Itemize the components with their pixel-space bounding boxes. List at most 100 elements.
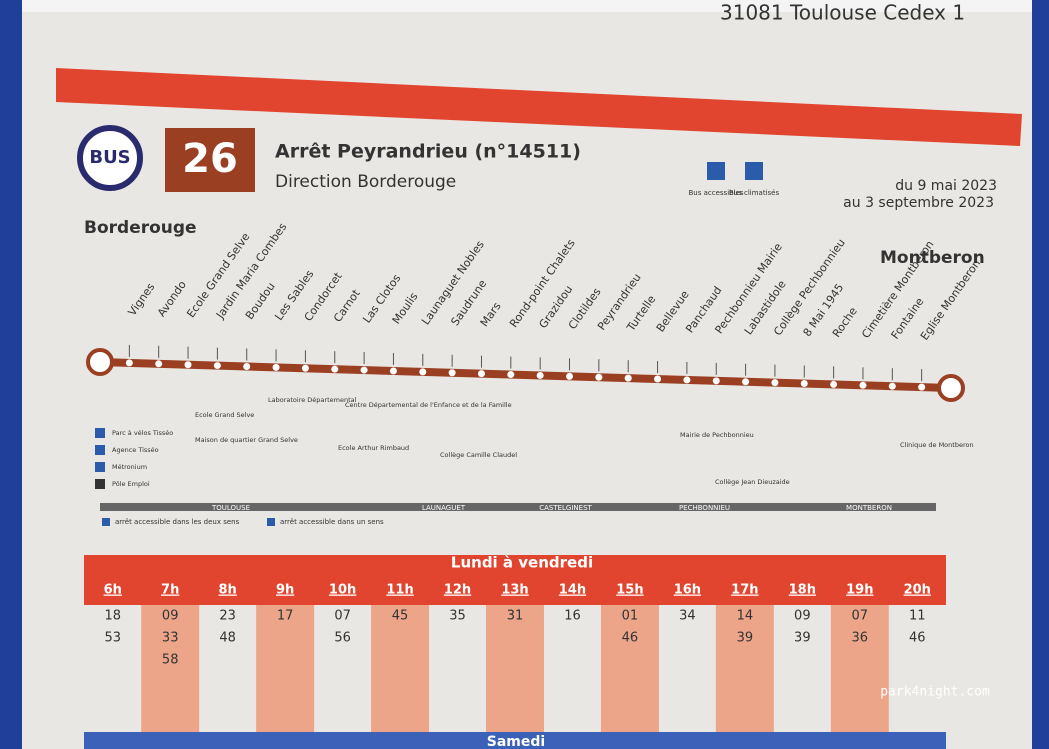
service-icon bbox=[95, 479, 105, 489]
minute: 11 bbox=[909, 609, 926, 624]
legend-label: arrêt accessible dans un sens bbox=[280, 518, 384, 526]
hour: 18h bbox=[789, 583, 816, 598]
stop-dot bbox=[184, 361, 192, 369]
hour: 10h bbox=[329, 583, 356, 598]
hour: 14h bbox=[559, 583, 586, 598]
stop-dot bbox=[566, 372, 574, 380]
hour: 7h bbox=[161, 583, 179, 598]
minute: 16 bbox=[564, 609, 581, 624]
stop-name: Arrêt Peyrandrieu (n°14511) bbox=[275, 141, 581, 163]
timetable-title: Lundi à vendredi bbox=[451, 554, 593, 572]
service-label: Métronium bbox=[112, 463, 147, 471]
minute: 17 bbox=[277, 609, 294, 624]
validity: du 9 mai 2023 bbox=[895, 178, 997, 194]
column-shade bbox=[371, 605, 430, 732]
timetable-header bbox=[84, 555, 946, 605]
minute: 58 bbox=[162, 653, 179, 668]
stop-dot bbox=[536, 371, 544, 379]
column-shade bbox=[600, 605, 659, 732]
zone-label: LAUNAGUET bbox=[422, 504, 466, 512]
minute: 56 bbox=[334, 631, 351, 646]
stop-dot bbox=[331, 365, 339, 373]
stop-dot bbox=[125, 359, 133, 367]
minute: 39 bbox=[794, 631, 811, 646]
icon-label: Bus accessibles bbox=[689, 189, 744, 197]
top-strip bbox=[22, 0, 1032, 12]
stop-dot bbox=[859, 381, 867, 389]
minute: 35 bbox=[449, 609, 466, 624]
stop-dot bbox=[155, 360, 163, 368]
place-label: Centre Départemental de l'Enfance et de … bbox=[345, 401, 512, 409]
service-icon bbox=[95, 428, 105, 438]
minute: 23 bbox=[219, 609, 236, 624]
zone-label: MONTBERON bbox=[846, 504, 892, 512]
minute: 33 bbox=[162, 631, 179, 646]
service-label: Parc à vélos Tisséo bbox=[112, 429, 173, 437]
address: 31081 Toulouse Cedex 1 bbox=[720, 1, 965, 25]
icon-label: Bus climatisés bbox=[729, 189, 780, 197]
validity: au 3 septembre 2023 bbox=[843, 195, 994, 211]
stop-dot bbox=[301, 364, 309, 372]
stop-dot bbox=[272, 363, 280, 371]
minute: 46 bbox=[622, 631, 639, 646]
route-line bbox=[99, 358, 951, 392]
column-shade bbox=[486, 605, 544, 732]
minute: 36 bbox=[852, 631, 869, 646]
red-band bbox=[56, 68, 1022, 146]
minute: 39 bbox=[737, 631, 754, 646]
stop-dot bbox=[477, 370, 485, 378]
minute: 46 bbox=[909, 631, 926, 646]
zone-label: TOULOUSE bbox=[211, 504, 250, 512]
service-icon bbox=[95, 462, 105, 472]
minute: 14 bbox=[737, 609, 754, 624]
hour: 16h bbox=[674, 583, 701, 598]
minute: 45 bbox=[392, 609, 409, 624]
hour: 19h bbox=[846, 583, 873, 598]
stop-dot bbox=[742, 378, 750, 386]
legend-icon bbox=[267, 518, 275, 526]
terminus-dot bbox=[86, 348, 114, 376]
stop-dot bbox=[360, 366, 368, 374]
stop-dot bbox=[771, 379, 779, 387]
stop-dot bbox=[830, 380, 838, 388]
place-label: Clinique de Montberon bbox=[900, 441, 974, 449]
icon bbox=[745, 162, 763, 180]
service-label: Pôle Emploi bbox=[112, 480, 150, 488]
hour: 13h bbox=[501, 583, 528, 598]
stop-dot bbox=[507, 371, 515, 379]
bus-label: BUS bbox=[89, 147, 130, 168]
stop-dot bbox=[654, 375, 662, 383]
hour: 6h bbox=[104, 583, 122, 598]
place-label: Mairie de Pechbonnieu bbox=[680, 431, 754, 439]
hour: 15h bbox=[616, 583, 643, 598]
zone-label: PECHBONNIEU bbox=[679, 504, 730, 512]
hour: 17h bbox=[731, 583, 758, 598]
stop-dot bbox=[243, 362, 251, 370]
place-label: Collège Jean Dieuzaide bbox=[715, 478, 790, 486]
place-label: Collège Camille Claudel bbox=[440, 451, 517, 459]
stop-dot bbox=[888, 382, 896, 390]
hour: 12h bbox=[444, 583, 471, 598]
hour: 9h bbox=[276, 583, 294, 598]
footer-band bbox=[84, 732, 946, 749]
zone-label: CASTELGINEST bbox=[539, 504, 592, 512]
line-badge bbox=[165, 128, 255, 192]
stop-dot bbox=[595, 373, 603, 381]
stop-dot bbox=[683, 376, 691, 384]
place-label: Maison de quartier Grand Selve bbox=[195, 436, 298, 444]
line-number: 26 bbox=[182, 136, 238, 182]
minute: 07 bbox=[852, 609, 869, 624]
place-label: Ecole Grand Selve bbox=[195, 411, 254, 419]
place-label: Ecole Arthur Rimbaud bbox=[338, 444, 409, 452]
minute: 31 bbox=[507, 609, 524, 624]
minute: 01 bbox=[622, 609, 639, 624]
hour: 8h bbox=[219, 583, 237, 598]
column-shade bbox=[830, 605, 889, 732]
stop-dot bbox=[448, 369, 456, 377]
stop-dot bbox=[918, 383, 926, 391]
terminus: Montberon bbox=[880, 248, 985, 268]
hour: 11h bbox=[386, 583, 413, 598]
minute: 18 bbox=[104, 609, 121, 624]
